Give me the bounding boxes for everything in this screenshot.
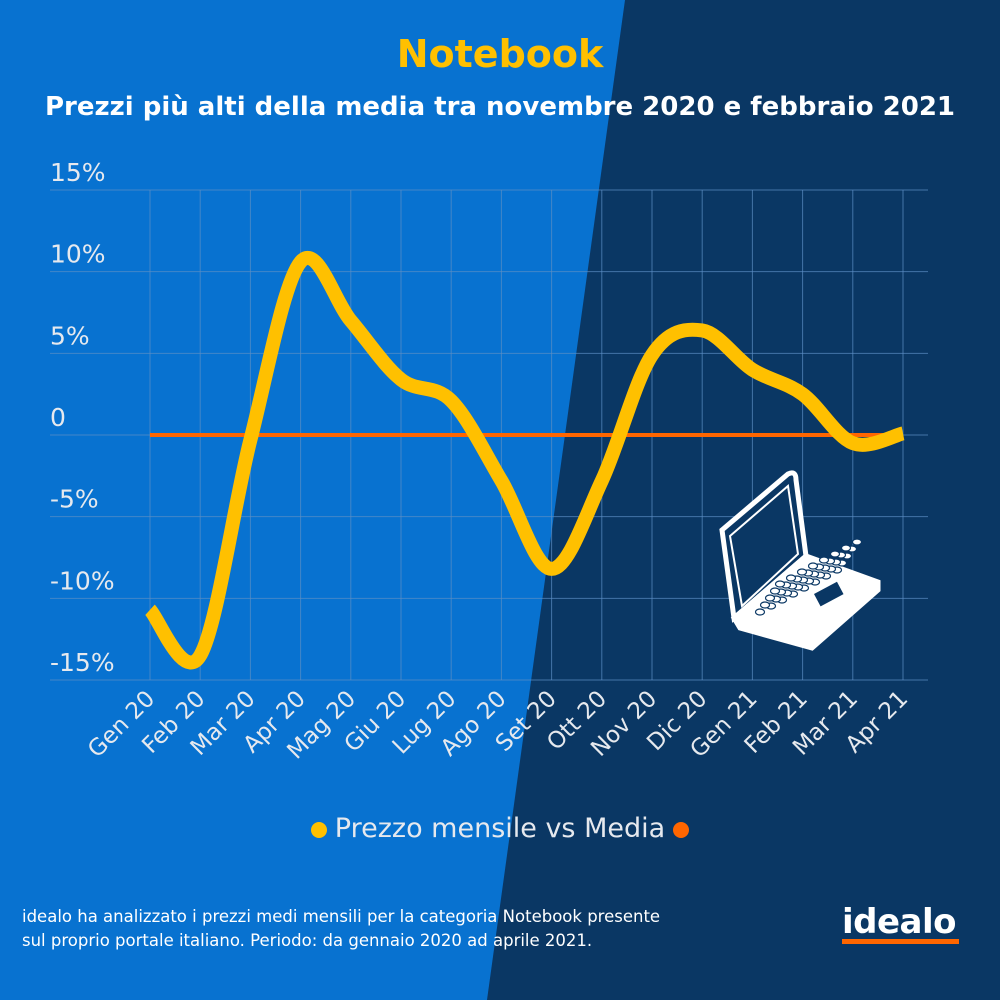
- footnote-line-1: idealo ha analizzato i prezzi medi mensi…: [22, 907, 661, 926]
- legend: Prezzo mensile vs Media: [0, 813, 1000, 844]
- y-tick-label: -5%: [50, 485, 99, 514]
- laptop-key: [807, 562, 819, 570]
- legend-series-marker: [310, 821, 327, 838]
- y-tick-label: 5%: [50, 321, 90, 350]
- background-right-diagonal: [487, 0, 1000, 1000]
- laptop-key: [818, 556, 830, 564]
- laptop-key: [840, 544, 852, 552]
- laptop-icon: [719, 470, 881, 651]
- footnote: idealo ha analizzato i prezzi medi mensi…: [22, 905, 660, 953]
- idealo-logo-underline: [842, 939, 959, 944]
- laptop-key: [769, 587, 781, 595]
- chart-title: Notebook: [396, 32, 604, 76]
- footnote-line-2: sul proprio portale italiano. Periodo: d…: [22, 931, 593, 950]
- laptop-key: [785, 574, 797, 582]
- laptop-key: [764, 594, 776, 602]
- legend-series-label: Prezzo mensile vs Media: [334, 813, 666, 844]
- y-axis-labels: 15% 10% 5% 0 -5% -10% -15%: [50, 158, 115, 677]
- series-line-prezzo-mensile: [144, 251, 905, 670]
- y-tick-label: 15%: [50, 158, 106, 187]
- series-lines: [144, 251, 905, 670]
- chart-subtitle: Prezzi più alti della media tra novembre…: [44, 92, 956, 122]
- laptop-key: [796, 568, 808, 576]
- laptop-key: [759, 601, 771, 609]
- y-tick-label: 10%: [50, 240, 106, 269]
- y-tick-label: -10%: [50, 566, 115, 595]
- laptop-key: [829, 550, 841, 558]
- y-tick-label: 0: [50, 403, 66, 432]
- legend-average-marker: [673, 821, 690, 838]
- laptop-key: [774, 580, 786, 588]
- laptop-key: [851, 538, 863, 546]
- laptop-key: [754, 608, 766, 616]
- idealo-logo: idealo: [842, 902, 957, 942]
- y-tick-label: -15%: [50, 648, 115, 677]
